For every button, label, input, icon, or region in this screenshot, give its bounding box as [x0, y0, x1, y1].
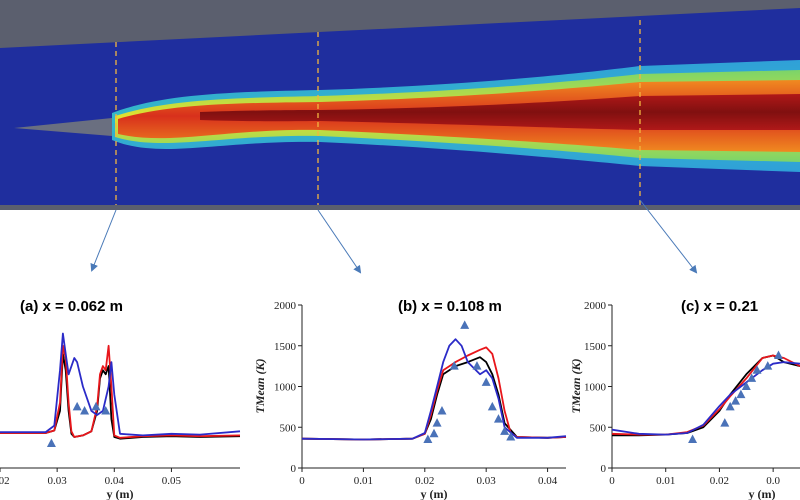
measurement-marker-b: [493, 414, 503, 423]
x-tick-label-c: 0.02: [710, 475, 729, 487]
measurement-marker-c: [720, 418, 730, 427]
measurement-marker-c: [774, 350, 784, 360]
measurement-marker-c: [763, 361, 773, 370]
measurement-marker-b: [500, 426, 510, 435]
x-tick-label-a: 0.05: [162, 475, 182, 487]
bluff-body: [14, 118, 112, 136]
y-tick-label-c: 1500: [584, 341, 607, 353]
measurement-marker-b: [472, 361, 482, 370]
plot-area-b: 0 500 1000 1500 2000 0 0.01 0.02 0.03 0.04 y (m): [274, 300, 567, 500]
x-tick-label-b: 0: [299, 475, 305, 487]
measurement-marker-b: [449, 361, 459, 370]
panel-a-title: (a) x = 0.062 m: [20, 298, 123, 315]
x-axis-label-a: y (m): [107, 487, 134, 500]
y-tick-label-c: 2000: [584, 300, 607, 312]
y-tick-label-c: 0: [601, 463, 607, 475]
x-tick-label-b: 0.04: [538, 475, 558, 487]
measurement-marker-b: [437, 405, 447, 415]
temperature-field: [0, 0, 800, 210]
chart-panel-a: (a) x = 0.062 m 0.02 0.03 0.04 0.05 y (m): [0, 298, 241, 500]
measurement-marker-c: [747, 373, 757, 382]
measurement-marker-c: [752, 365, 762, 374]
panel-b-ylabel: TMean (K): [253, 359, 267, 414]
plot-area-a: 0.02 0.03 0.04 0.05 y (m): [0, 332, 241, 500]
x-tick-label-b: 0.01: [354, 475, 373, 487]
lower-wall: [0, 205, 800, 210]
x-tick-label-b: 0.03: [477, 475, 497, 487]
series-line-red-a: [0, 344, 241, 439]
measurement-marker-c: [741, 381, 751, 390]
x-tick-label-b: 0.02: [415, 475, 434, 487]
measurement-marker-a: [101, 405, 111, 415]
measurement-marker-b: [429, 428, 439, 438]
x-tick-label-a: 0.04: [105, 475, 125, 487]
y-tick-label-c: 1000: [584, 382, 607, 394]
measurement-marker-c: [731, 396, 741, 405]
plume-core: [200, 94, 800, 130]
x-tick-label-c: 0.01: [656, 475, 675, 487]
chart-panel-b: (b) x = 0.108 m TMean (K) 0 500 1000 1500 20…: [253, 298, 567, 500]
arrow-to-c: [639, 199, 698, 274]
x-tick-label-a: 0.02: [0, 475, 10, 487]
x-axis-label-c: y (m): [749, 487, 776, 500]
plot-area-c: 0 500 1000 1500 2000 0 0.01 0.02 0.0y (m): [584, 300, 800, 500]
y-tick-label-b: 1500: [274, 341, 297, 353]
y-tick-label-b: 500: [280, 422, 297, 434]
measurement-marker-c: [688, 434, 698, 443]
y-tick-label-c: 500: [590, 422, 607, 434]
panel-c-ylabel: TMean (K): [569, 359, 583, 414]
measurement-marker-b: [506, 432, 516, 441]
y-tick-label-b: 2000: [274, 300, 297, 312]
measurement-marker-b: [460, 320, 470, 329]
measurement-marker-b: [487, 401, 497, 411]
series-line-black-a: [0, 352, 241, 440]
measurement-marker-a: [46, 438, 56, 448]
measurement-marker-b: [423, 434, 433, 443]
measurement-marker-b: [432, 418, 442, 427]
y-tick-label-b: 0: [291, 463, 297, 475]
panel-b-title: (b) x = 0.108 m: [398, 298, 502, 315]
measurement-marker-a: [80, 405, 90, 415]
series-line-blue-a: [0, 332, 241, 437]
measurement-marker-c: [736, 389, 746, 399]
upper-wall: [0, 0, 800, 48]
x-tick-label-c: 0.0: [766, 475, 780, 487]
measurement-marker-c: [725, 401, 735, 411]
measurement-marker-a: [91, 401, 101, 411]
arrow-to-a: [90, 209, 117, 272]
arrow-to-b: [317, 209, 362, 274]
x-tick-label-c: 0: [609, 475, 615, 487]
x-tick-label-a: 0.03: [48, 475, 68, 487]
chart-panel-c: (c) x = 0.21 TMean (K) 05001000150020000…: [569, 298, 800, 500]
measurement-marker-b: [481, 377, 491, 386]
y-tick-label-b: 1000: [274, 382, 297, 394]
panel-c-title: (c) x = 0.21: [681, 298, 758, 315]
series-line-blue-c: [611, 361, 800, 436]
pointer-arrows: [90, 199, 698, 274]
measurement-marker-a: [72, 401, 82, 411]
x-axis-label-b: y (m): [421, 487, 448, 500]
